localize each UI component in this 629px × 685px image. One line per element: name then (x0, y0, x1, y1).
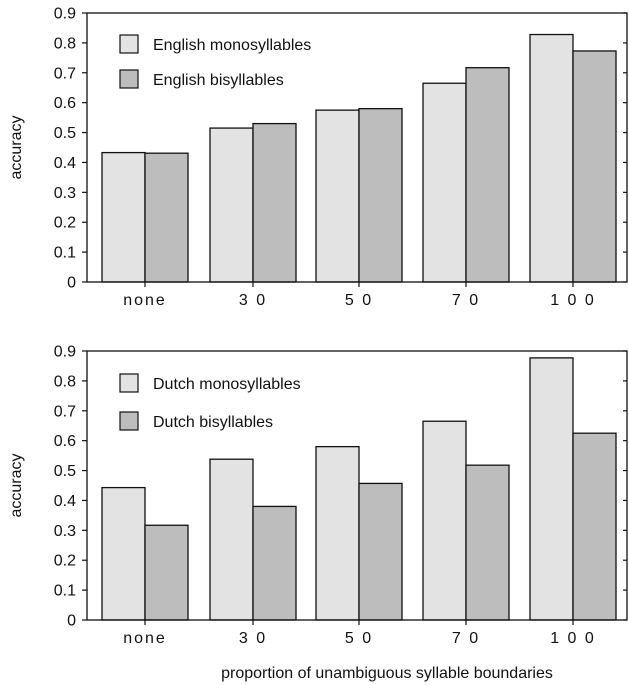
category-label: 7 0 (452, 630, 480, 647)
y-tick-label: 0.4 (54, 493, 76, 510)
bar-bi-1 (252, 505, 297, 621)
plot-frame (86, 12, 628, 283)
y-tick-label: 0.6 (54, 95, 76, 112)
y-tick-label: 0.2 (54, 215, 76, 232)
y-tick-label: 0 (67, 613, 76, 630)
legend-item: Dutch bisyllables (119, 411, 273, 431)
y-tick-label: 0.7 (54, 65, 76, 82)
legend-label: Dutch monosyllables (153, 376, 301, 393)
y-tick-label: 0.9 (54, 344, 76, 361)
legend-label: Dutch bisyllables (153, 414, 273, 431)
y-tick-label: 0.9 (54, 6, 76, 23)
category-label: 3 0 (239, 292, 267, 309)
bar-bi-1 (252, 122, 297, 283)
bar-mono-3 (422, 420, 467, 621)
bar-mono-4 (529, 33, 574, 283)
bar-bi-0 (144, 524, 189, 621)
y-axis-title: accuracy (8, 115, 25, 179)
bar-bi-2 (358, 107, 403, 283)
chart-panel-1: 0 0.1 0.2 0.3 0.4 0.5 0.6 0.7 0.8 0.9 none 3 0 5 0 7 … (8, 6, 628, 309)
bar-bi-4 (572, 432, 617, 621)
y-tick-label: 0.1 (54, 583, 76, 600)
bar-mono-0 (101, 151, 146, 283)
y-tick-label: 0.1 (54, 245, 76, 262)
y-tick-label: 0.5 (54, 463, 76, 480)
bar-mono-2 (315, 445, 360, 621)
bar-bi-3 (465, 464, 510, 621)
legend-label: English monosyllables (153, 37, 311, 54)
bar-mono-1 (209, 458, 254, 621)
bar-bi-3 (465, 67, 510, 283)
y-tick-label: 0 (67, 275, 76, 292)
legend-item: English monosyllables (119, 34, 311, 54)
x-axis-title: proportion of unambiguous syllable bound… (221, 665, 553, 682)
legend-label: English bisyllables (153, 72, 284, 89)
category-label: none (123, 630, 167, 647)
bar-mono-3 (422, 82, 467, 283)
legend-swatch (119, 69, 139, 89)
category-label: 5 0 (345, 292, 373, 309)
chart-panel-2: 0 0.1 0.2 0.3 0.4 0.5 0.6 0.7 0.8 0.9 none 3 0 5 0 7 … (8, 344, 628, 682)
bar-bi-2 (358, 482, 403, 621)
legend-swatch (119, 373, 139, 393)
legend-swatch (119, 34, 139, 54)
y-tick-label: 0.8 (54, 35, 76, 52)
category-label: none (123, 292, 167, 309)
y-tick-label: 0.6 (54, 433, 76, 450)
y-axis-title: accuracy (8, 453, 25, 517)
plot-frame (86, 350, 628, 621)
legend-item: Dutch monosyllables (119, 373, 301, 393)
category-label: 5 0 (345, 630, 373, 647)
bar-mono-4 (529, 357, 574, 621)
bar-bi-0 (144, 152, 189, 283)
bar-mono-2 (315, 109, 360, 283)
y-tick-label: 0.7 (54, 403, 76, 420)
category-label: 7 0 (452, 292, 480, 309)
bar-bi-4 (572, 50, 617, 283)
y-tick-label: 0.4 (54, 155, 76, 172)
y-tick-label: 0.5 (54, 125, 76, 142)
y-tick-label: 0.3 (54, 185, 76, 202)
y-tick-label: 0.2 (54, 553, 76, 570)
bar-mono-1 (209, 127, 254, 283)
legend-swatch (119, 411, 139, 431)
bar-mono-0 (101, 486, 146, 621)
category-label: 3 0 (239, 630, 267, 647)
legend-item: English bisyllables (119, 69, 284, 89)
category-label: 1 0 0 (550, 292, 596, 309)
y-tick-label: 0.3 (54, 523, 76, 540)
category-label: 1 0 0 (550, 630, 596, 647)
y-tick-label: 0.8 (54, 373, 76, 390)
